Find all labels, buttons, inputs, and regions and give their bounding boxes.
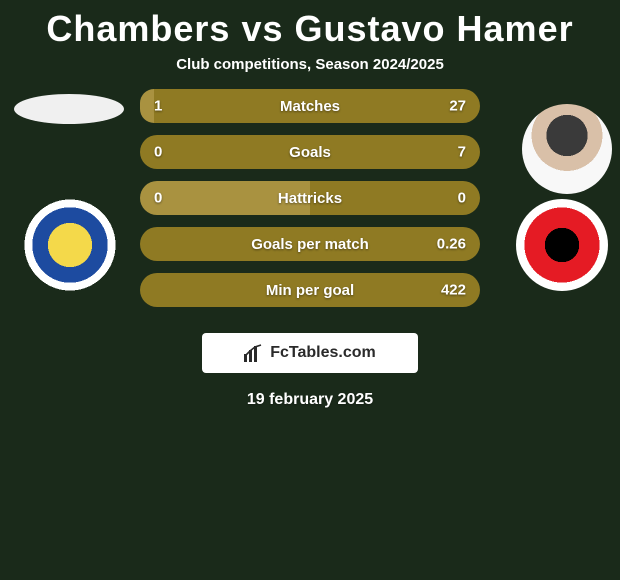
stat-label: Goals xyxy=(289,144,331,161)
page-title: Chambers vs Gustavo Hamer xyxy=(0,0,620,56)
club-badge-right xyxy=(516,199,608,291)
stat-label: Matches xyxy=(280,98,340,115)
stat-value-left: 0 xyxy=(154,190,162,207)
stat-value-left: 0 xyxy=(154,144,162,161)
stat-row: 0 Hattricks 0 xyxy=(140,181,480,215)
bar-chart-icon xyxy=(244,344,264,362)
player-avatar-right xyxy=(522,104,612,194)
stat-value-left: 1 xyxy=(154,98,162,115)
stat-value-right: 422 xyxy=(441,282,466,299)
club-badge-left xyxy=(24,199,116,291)
player-avatar-left xyxy=(14,94,124,124)
brand-bar[interactable]: FcTables.com xyxy=(202,333,418,373)
stat-value-right: 0 xyxy=(458,190,466,207)
stat-label: Hattricks xyxy=(278,190,342,207)
stat-row: 1 Matches 27 xyxy=(140,89,480,123)
stat-label: Min per goal xyxy=(266,282,354,299)
stat-value-right: 27 xyxy=(449,98,466,115)
brand-text: FcTables.com xyxy=(270,344,376,362)
stat-value-right: 0.26 xyxy=(437,236,466,253)
stat-row: Goals per match 0.26 xyxy=(140,227,480,261)
stat-label: Goals per match xyxy=(251,236,369,253)
stat-row: Min per goal 422 xyxy=(140,273,480,307)
stat-row: 0 Goals 7 xyxy=(140,135,480,169)
footer-date: 19 february 2025 xyxy=(0,373,620,409)
stat-value-right: 7 xyxy=(458,144,466,161)
card: Chambers vs Gustavo Hamer Club competiti… xyxy=(0,0,620,409)
page-subtitle: Club competitions, Season 2024/2025 xyxy=(0,56,620,89)
stat-rows: 1 Matches 27 0 Goals 7 0 Hattricks 0 Goals per ma… xyxy=(140,89,480,319)
comparison-area: 1 Matches 27 0 Goals 7 0 Hattricks 0 Goals per ma… xyxy=(0,89,620,319)
stat-bar-left xyxy=(140,89,154,123)
